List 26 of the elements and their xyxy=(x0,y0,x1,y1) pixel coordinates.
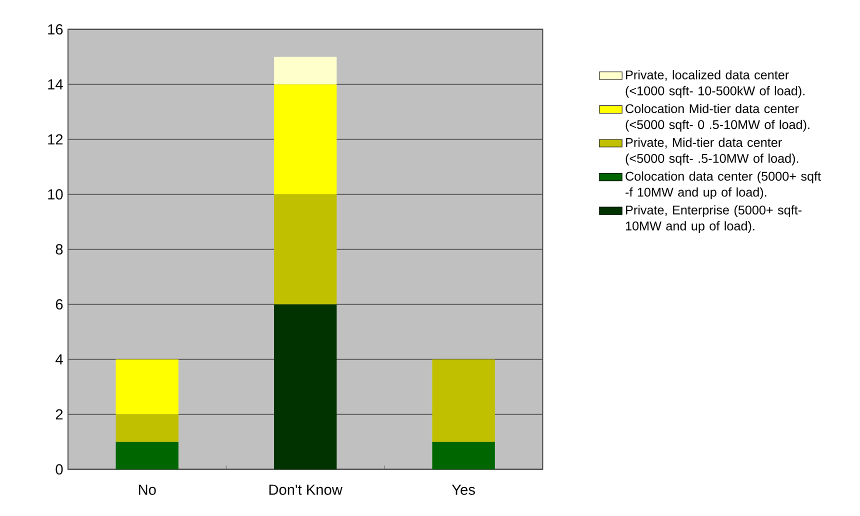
x-tick-label: No xyxy=(138,484,156,495)
bar xyxy=(116,414,178,442)
legend-label: Colocation Mid-tier data center (<5000 sqft- 0 .5-10MW of load). xyxy=(626,104,810,132)
y-tick-label: 8 xyxy=(56,244,63,255)
y-tick-label: 4 xyxy=(56,354,63,364)
legend-label: Private, Mid-tier data center (<5000 sqft- .5-10MW of load). xyxy=(626,138,798,166)
y-tick-label: 6 xyxy=(56,299,63,310)
bar xyxy=(432,442,495,470)
y-tick-label: 12 xyxy=(48,134,63,144)
x-tick-label: Don't Know xyxy=(269,484,342,495)
y-tick-label: 14 xyxy=(48,79,63,90)
y-tick-label: 2 xyxy=(56,409,63,420)
bar xyxy=(274,56,337,84)
x-tick-label: Yes xyxy=(452,484,475,495)
bar xyxy=(432,359,495,442)
bar xyxy=(274,84,337,194)
bar xyxy=(274,304,337,470)
legend-label: Colocation data center (5000+ sqft -f 10MW and up of load). xyxy=(626,171,821,200)
y-tick-label: 0 xyxy=(56,464,63,475)
bar xyxy=(116,359,178,414)
y-tick-label: 16 xyxy=(48,24,63,35)
bar xyxy=(274,194,337,304)
y-tick-label: 10 xyxy=(48,189,63,200)
bar xyxy=(116,442,178,470)
legend-label: Private, Enterprise (5000+ sqft- 10MW and up of load). xyxy=(626,205,802,233)
legend-label: Private, localized data center (<1000 sqft- 10-500kW of load). xyxy=(626,70,804,98)
